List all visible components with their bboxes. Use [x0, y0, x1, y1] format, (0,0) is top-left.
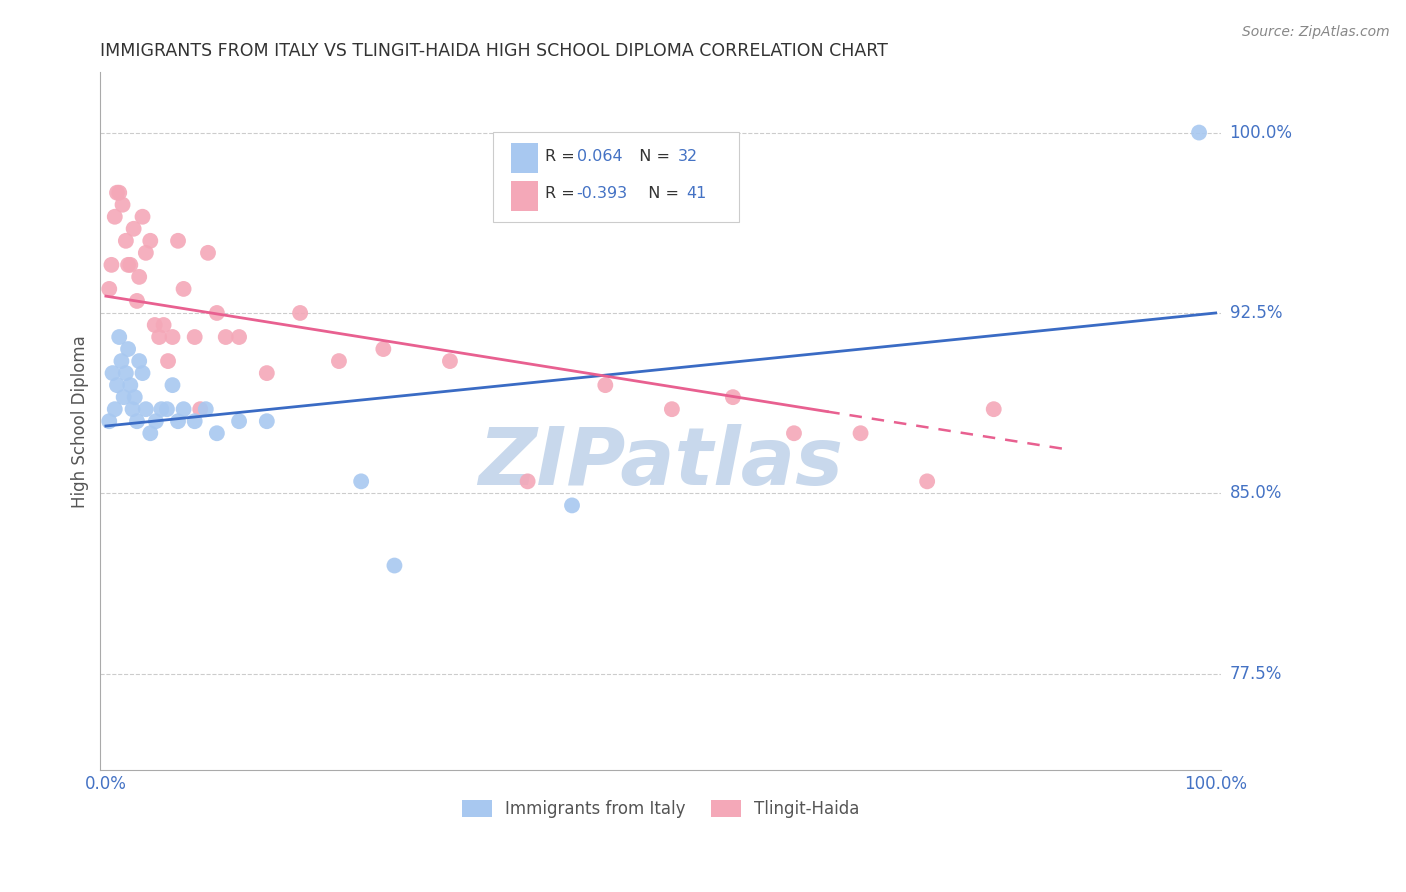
Text: -0.393: -0.393 — [576, 186, 628, 202]
Point — [131, 366, 153, 380]
Point — [439, 354, 461, 368]
Point — [561, 499, 583, 513]
Point — [384, 558, 406, 573]
Point — [128, 269, 150, 284]
Point — [150, 402, 173, 417]
FancyBboxPatch shape — [510, 181, 537, 211]
Point — [197, 245, 219, 260]
Point — [145, 414, 167, 428]
Text: 0.064: 0.064 — [576, 149, 623, 163]
Point — [661, 402, 683, 417]
Point — [101, 366, 124, 380]
Point — [100, 258, 122, 272]
Point — [156, 402, 179, 417]
Point — [288, 306, 311, 320]
Point — [373, 342, 395, 356]
Point — [108, 330, 131, 344]
Text: R =: R = — [546, 149, 581, 163]
Point — [188, 402, 211, 417]
Point — [112, 390, 135, 404]
Point — [108, 186, 131, 200]
Text: IMMIGRANTS FROM ITALY VS TLINGIT-HAIDA HIGH SCHOOL DIPLOMA CORRELATION CHART: IMMIGRANTS FROM ITALY VS TLINGIT-HAIDA H… — [100, 42, 889, 60]
Point — [167, 414, 190, 428]
Point — [125, 414, 148, 428]
Point — [915, 475, 938, 489]
Text: 32: 32 — [678, 149, 697, 163]
Point — [328, 354, 350, 368]
Text: 77.5%: 77.5% — [1230, 665, 1282, 682]
Text: 85.0%: 85.0% — [1230, 484, 1282, 502]
Point — [98, 414, 121, 428]
Point — [215, 330, 238, 344]
Point — [117, 258, 139, 272]
Point — [128, 354, 150, 368]
Text: 92.5%: 92.5% — [1230, 304, 1282, 322]
Point — [104, 402, 127, 417]
FancyBboxPatch shape — [510, 144, 537, 173]
Point — [157, 354, 180, 368]
Point — [721, 390, 744, 404]
Point — [162, 378, 184, 392]
Point — [152, 318, 174, 332]
Point — [111, 198, 134, 212]
Point — [194, 402, 217, 417]
Point — [117, 342, 139, 356]
Point — [122, 221, 145, 235]
Point — [105, 186, 128, 200]
Point — [139, 234, 162, 248]
Point — [205, 426, 228, 441]
Point — [121, 402, 143, 417]
Text: N =: N = — [638, 186, 685, 202]
Point — [228, 330, 250, 344]
Point — [783, 426, 806, 441]
Point — [173, 282, 195, 296]
Y-axis label: High School Diploma: High School Diploma — [72, 334, 89, 508]
Point — [1188, 126, 1211, 140]
Point — [595, 378, 617, 392]
Point — [983, 402, 1005, 417]
Point — [849, 426, 872, 441]
Point — [115, 366, 138, 380]
Point — [183, 414, 205, 428]
Point — [139, 426, 162, 441]
Point — [205, 306, 228, 320]
Point — [143, 318, 166, 332]
Point — [125, 293, 148, 308]
Point — [110, 354, 132, 368]
Point — [183, 330, 205, 344]
Text: R =: R = — [546, 186, 581, 202]
Point — [104, 210, 127, 224]
Point — [98, 282, 121, 296]
Point — [173, 402, 195, 417]
Point — [350, 475, 373, 489]
Point — [120, 378, 142, 392]
Point — [124, 390, 146, 404]
Point — [131, 210, 153, 224]
Point — [105, 378, 128, 392]
FancyBboxPatch shape — [492, 132, 740, 222]
Text: N =: N = — [630, 149, 675, 163]
Point — [115, 234, 138, 248]
Point — [167, 234, 190, 248]
Point — [228, 414, 250, 428]
Point — [256, 366, 278, 380]
Point — [516, 475, 538, 489]
Text: 41: 41 — [686, 186, 707, 202]
Point — [120, 258, 142, 272]
Point — [148, 330, 170, 344]
Point — [135, 245, 157, 260]
Text: ZIPatlas: ZIPatlas — [478, 424, 844, 502]
Point — [162, 330, 184, 344]
Text: 100.0%: 100.0% — [1230, 124, 1292, 142]
Point — [256, 414, 278, 428]
Legend: Immigrants from Italy, Tlingit-Haida: Immigrants from Italy, Tlingit-Haida — [456, 793, 866, 824]
Text: Source: ZipAtlas.com: Source: ZipAtlas.com — [1241, 25, 1389, 39]
Point — [135, 402, 157, 417]
